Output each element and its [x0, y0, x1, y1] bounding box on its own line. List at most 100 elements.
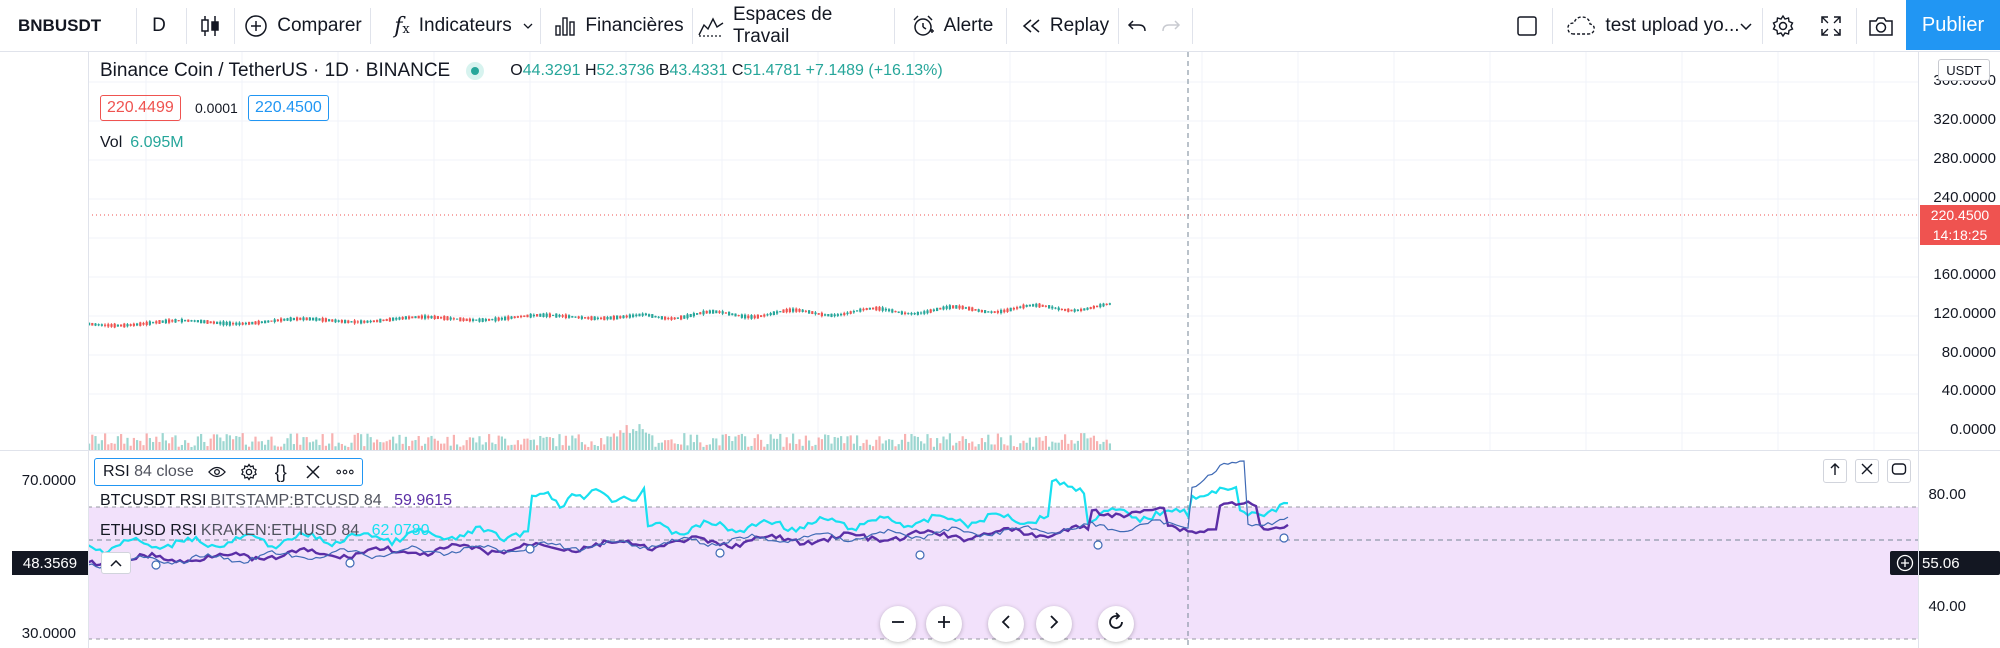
volume-bar	[980, 438, 983, 450]
candle-body	[270, 320, 273, 322]
fullscreen-toggle[interactable]	[1512, 0, 1542, 52]
settings-button[interactable]	[1768, 0, 1798, 52]
candle-body	[324, 318, 327, 322]
candle-body	[446, 316, 449, 321]
candle-body	[836, 314, 839, 316]
rsi-marker	[715, 548, 725, 558]
volume-bar	[702, 446, 705, 450]
volume-bar	[228, 435, 231, 450]
undo-button[interactable]	[1124, 0, 1150, 52]
buy-price-button[interactable]: 220.4500	[248, 95, 329, 121]
candle-body	[932, 309, 935, 311]
rsi-marker	[525, 544, 535, 554]
publish-label: Publier	[1921, 13, 1985, 36]
volume-bar	[472, 437, 475, 450]
chart-type-button[interactable]	[190, 0, 230, 52]
candle-body	[536, 314, 539, 317]
candle-body	[734, 313, 737, 317]
volume-bar	[641, 429, 644, 450]
close-icon[interactable]	[304, 463, 322, 481]
candle-body	[414, 316, 417, 319]
candle-body	[638, 313, 641, 317]
candle-body	[398, 317, 401, 320]
collapse-legend-button[interactable]	[101, 552, 131, 574]
volume-bar	[856, 435, 859, 450]
volume-bar	[324, 445, 327, 450]
move-pane-up-button[interactable]	[1823, 459, 1847, 483]
alert-button[interactable]: Alerte	[900, 0, 1004, 52]
redo-button[interactable]	[1158, 0, 1184, 52]
layout-dropdown[interactable]	[1736, 0, 1756, 52]
volume-bar	[948, 433, 951, 450]
replay-label: Replay	[1049, 15, 1110, 36]
volume-bar	[817, 437, 820, 450]
volume-bar	[651, 435, 654, 450]
candle-body	[1041, 304, 1044, 307]
eye-icon[interactable]	[207, 463, 226, 481]
candle-body	[408, 316, 411, 319]
volume-bar	[1012, 446, 1015, 450]
scroll-right-button[interactable]	[1036, 606, 1072, 642]
pane-divider[interactable]	[0, 450, 2000, 451]
top-toolbar: BNBUSDT D Comparer fx Indicateurs Financ…	[0, 0, 2000, 52]
market-status-icon[interactable]	[466, 62, 485, 80]
reset-chart-button[interactable]	[1098, 606, 1134, 642]
symbol-search[interactable]: BNBUSDT	[0, 0, 114, 52]
candle-body	[622, 315, 625, 319]
candle-body	[491, 319, 494, 321]
volume-bar	[296, 433, 299, 450]
interval-button[interactable]: D	[140, 0, 178, 52]
candle-body	[584, 317, 587, 319]
arrow-up-icon	[1829, 462, 1841, 481]
candle-body	[456, 318, 459, 320]
volume-bar	[504, 438, 507, 450]
rsi-right-tick: 80.00	[1928, 486, 1966, 503]
candle-body	[478, 318, 481, 322]
indicators-dropdown[interactable]	[520, 0, 536, 52]
delete-pane-button[interactable]	[1855, 459, 1879, 483]
candle-body	[126, 324, 129, 327]
more-icon[interactable]	[336, 463, 354, 481]
publish-button[interactable]: Publier	[1906, 0, 2000, 50]
volume-bar	[888, 439, 891, 450]
candle-body	[1070, 309, 1073, 312]
candle-body	[904, 312, 907, 315]
volume-bar	[337, 442, 340, 450]
volume-bar	[744, 436, 747, 450]
candle-body	[593, 316, 596, 321]
candle-body	[1060, 308, 1063, 311]
volume-bar	[977, 444, 980, 450]
rsi-right-tick: 40.00	[1928, 598, 1966, 615]
candle-body	[884, 308, 887, 311]
volume-bar	[971, 441, 974, 450]
volume-bar	[689, 434, 692, 450]
workspaces-button[interactable]: Espaces de Travail	[698, 0, 886, 52]
candle-body	[1019, 306, 1022, 308]
zoom-out-button[interactable]	[880, 606, 916, 642]
candle-body	[264, 320, 267, 324]
snapshot-button[interactable]	[1866, 0, 1896, 52]
gear-icon[interactable]	[240, 463, 258, 481]
maximize-pane-button[interactable]	[1887, 459, 1911, 483]
add-circle-icon[interactable]	[1896, 554, 1914, 572]
price-chart[interactable]	[88, 52, 1918, 450]
layout-name-button[interactable]: test upload yo...	[1560, 0, 1746, 52]
volume-bar	[900, 439, 903, 450]
volume-bar	[600, 438, 603, 450]
volume-bar	[366, 433, 369, 450]
add-circle-icon	[244, 14, 268, 38]
replay-button[interactable]: Replay	[1012, 0, 1118, 52]
compare-button[interactable]: Comparer	[238, 0, 368, 52]
financials-button[interactable]: Financières	[548, 0, 690, 52]
volume-bar	[254, 436, 257, 450]
zoom-in-button[interactable]	[926, 606, 962, 642]
expand-button[interactable]	[1816, 0, 1846, 52]
indicators-button[interactable]: fx Indicateurs	[378, 0, 528, 52]
candle-body	[612, 315, 615, 320]
scroll-left-button[interactable]	[988, 606, 1024, 642]
rsi-indicator-legend[interactable]: RSI 84 close {}	[94, 458, 363, 486]
sell-price-button[interactable]: 220.4499	[100, 95, 181, 121]
candle-body	[1003, 309, 1006, 313]
currency-label[interactable]: USDT	[1938, 59, 1990, 81]
source-code-icon[interactable]: {}	[274, 461, 287, 482]
